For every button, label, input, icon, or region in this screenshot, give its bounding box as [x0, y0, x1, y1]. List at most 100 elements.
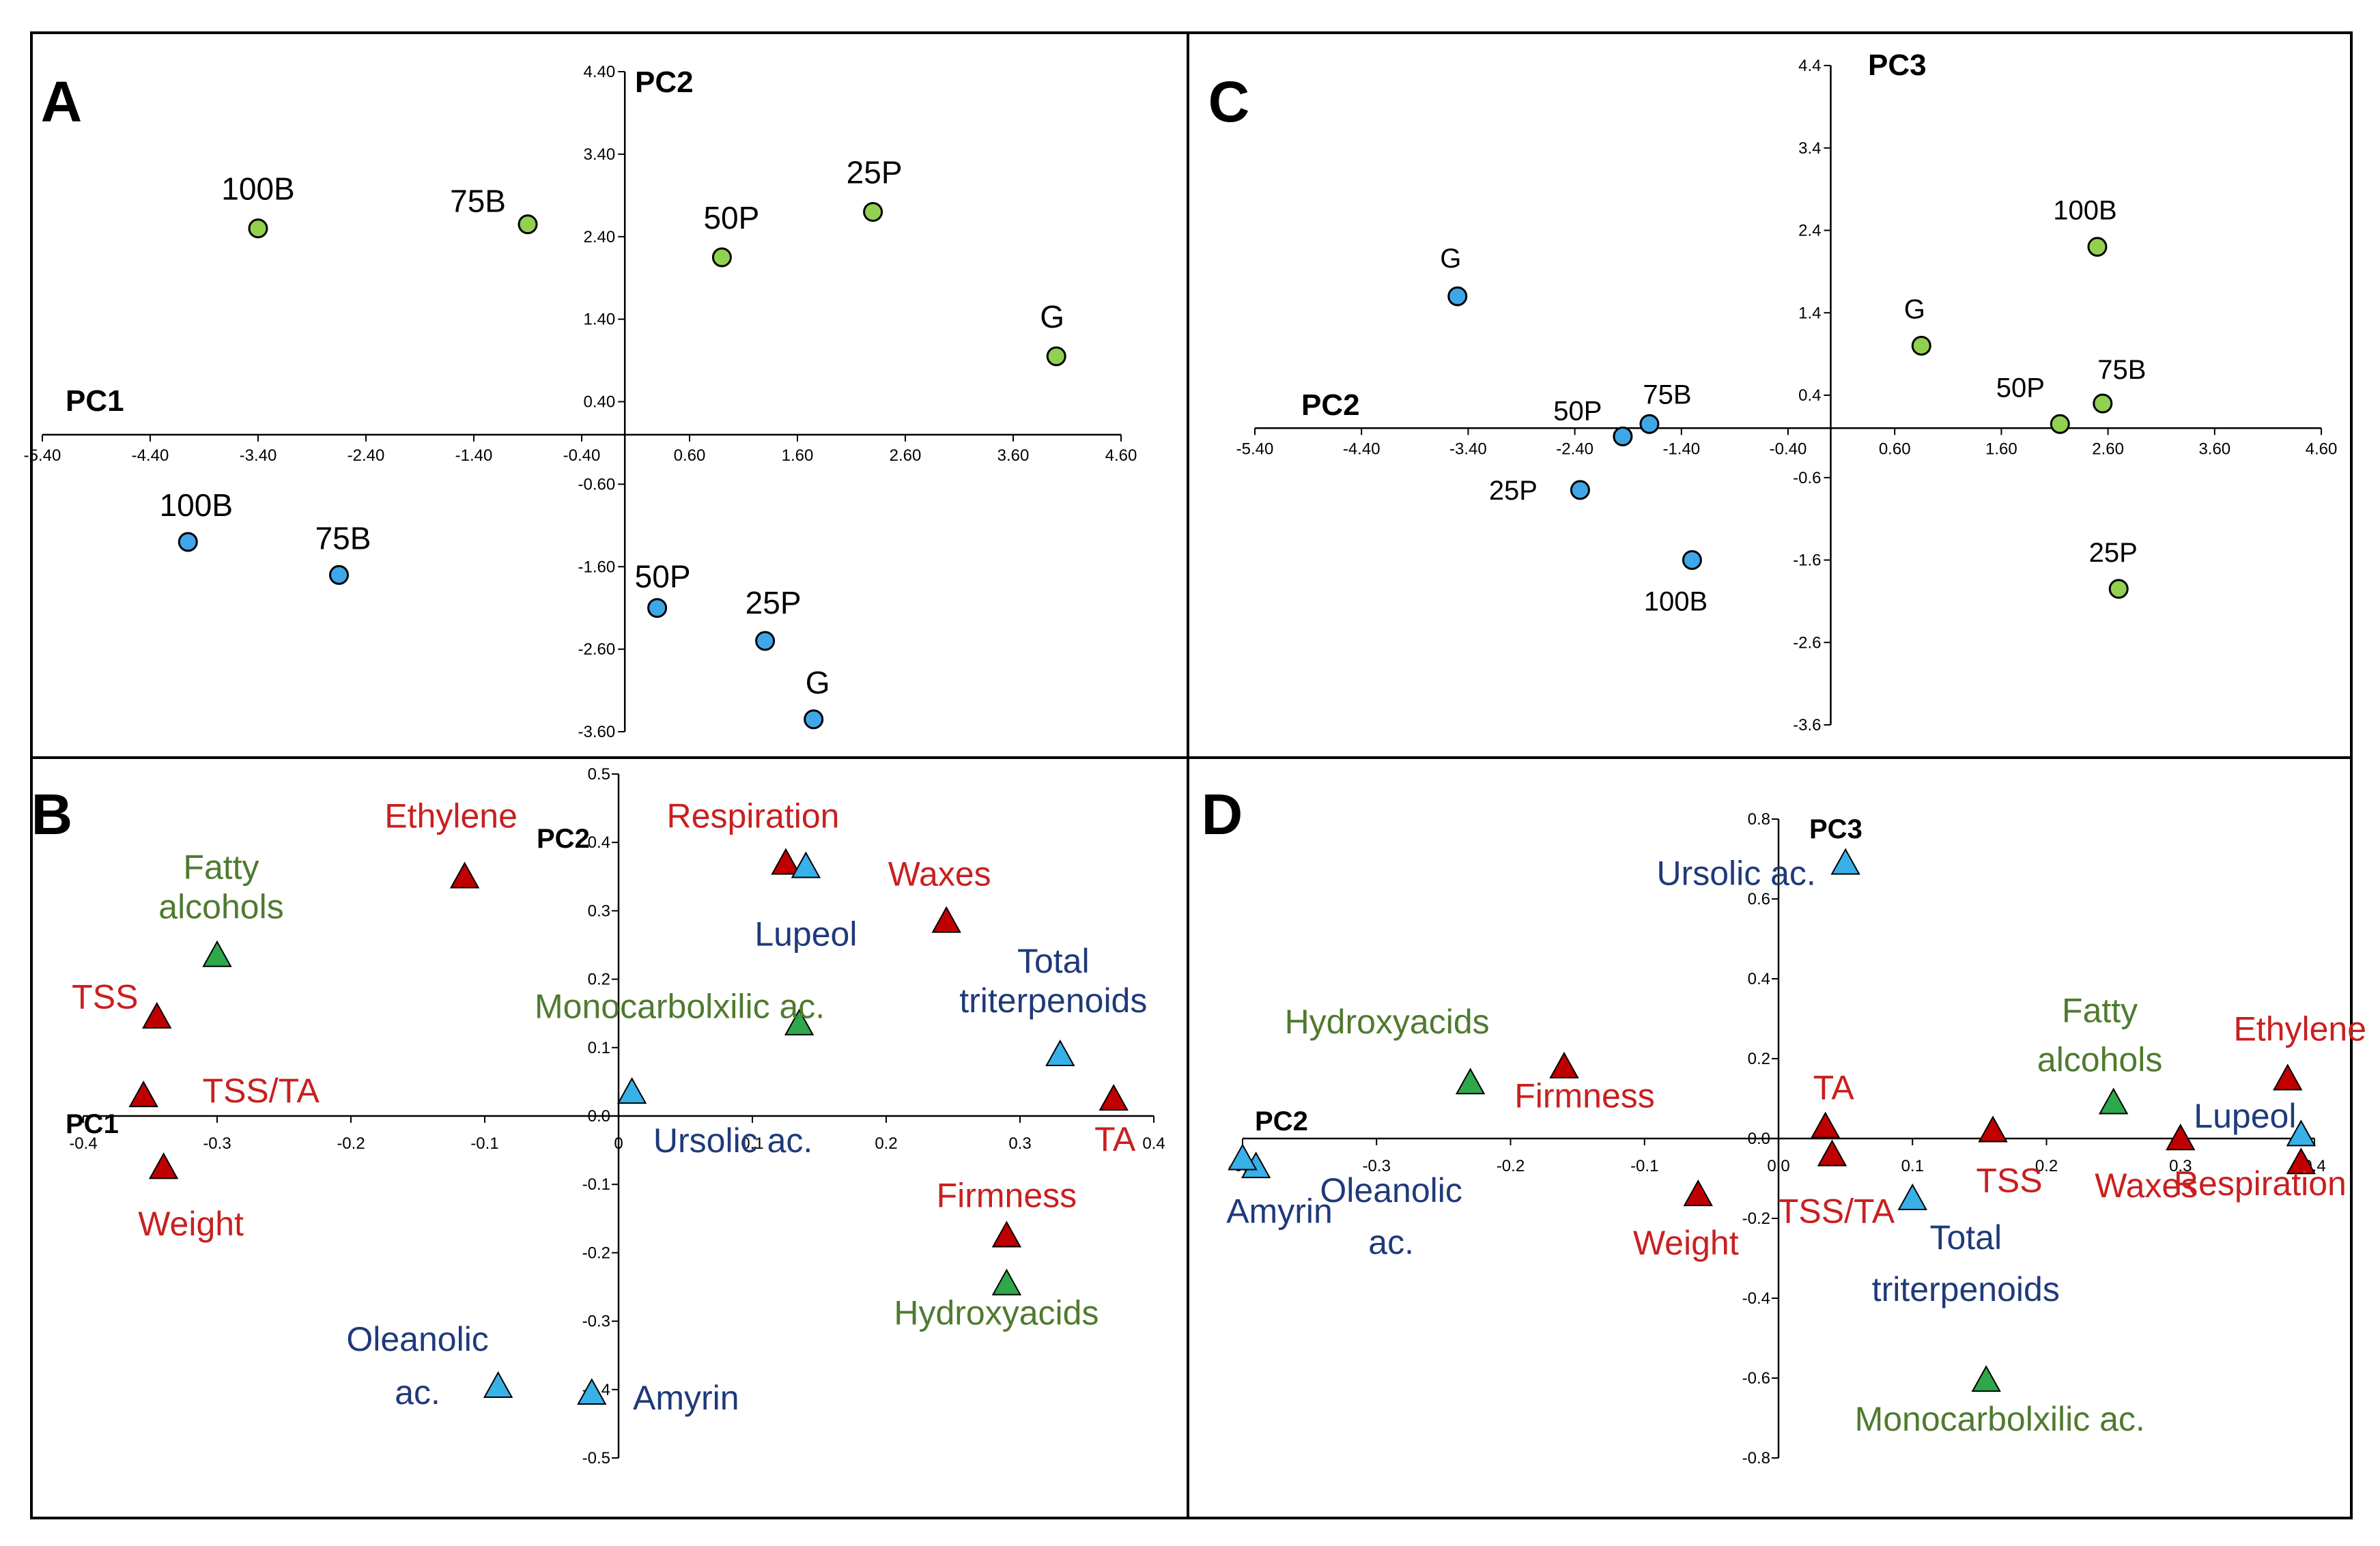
x-tick-label: -0.40: [1770, 440, 1807, 458]
data-label: Waxes: [2095, 1166, 2198, 1205]
data-label: 75B: [2097, 355, 2146, 385]
x-tick-label: 4.60: [2306, 440, 2338, 458]
data-point-blue: [804, 709, 824, 730]
data-marker-physiological: [1549, 1051, 1579, 1078]
data-marker-physiological: [142, 1001, 172, 1029]
y-tick-label: -0.2: [582, 1244, 610, 1262]
data-marker-physiological: [991, 1220, 1022, 1248]
y-tick-label: 1.40: [583, 311, 615, 329]
data-label-line: Total: [1017, 942, 1090, 980]
data-label: TSS: [72, 978, 138, 1016]
data-label: 25P: [1489, 476, 1538, 506]
y-tick-label: -3.6: [1793, 716, 1821, 734]
x-tick-label: -0.40: [563, 446, 601, 465]
data-label: 50P: [703, 200, 759, 235]
data-label: Fatty alcohols: [158, 848, 283, 926]
x-tick-label: 2.60: [890, 446, 922, 465]
x-tick-label: 0.1: [741, 1134, 763, 1153]
data-label: Waxes: [888, 855, 991, 893]
y-tick-label: 2.40: [583, 228, 615, 246]
data-label-line: triterpenoids: [1872, 1270, 2060, 1308]
data-point-green: [863, 201, 883, 222]
data-label: Firmness: [1514, 1077, 1655, 1115]
data-marker-triterpenoids: [483, 1371, 513, 1398]
data-marker-triterpenoids: [1045, 1039, 1075, 1067]
y-tick-label: -0.60: [578, 475, 615, 493]
data-point-green: [1911, 336, 1931, 356]
data-label: Fatty alcohols: [2037, 991, 2162, 1078]
y-tick-label: 0.4: [1748, 970, 1770, 988]
data-label-line: alcohols: [158, 888, 283, 926]
panel-letter-D: D: [1202, 782, 1243, 846]
x-tick-label: 2.60: [2092, 440, 2124, 458]
data-label: Amyrin: [1226, 1192, 1333, 1230]
x-tick-label: 0.60: [674, 446, 706, 465]
y-tick-label: 1.4: [1798, 304, 1821, 322]
data-marker-aliphatic: [2098, 1087, 2129, 1115]
x-axis-label: PC1: [66, 384, 124, 418]
x-axis-label: PC2: [1301, 388, 1360, 422]
data-label: Monocarbolxilic ac.: [1855, 1400, 2145, 1438]
data-label: 100B: [1644, 587, 1708, 617]
data-point-green: [1046, 346, 1066, 367]
data-marker-physiological: [771, 848, 801, 875]
panel-C: C -5.40 -4.40 -3.40 -2.40 -1.40 -0.40 0.60 1.60 2…: [1208, 48, 2338, 734]
data-point-blue: [1639, 414, 1660, 434]
y-tick-label: 0.5: [588, 765, 610, 784]
y-tick-label: 0.2: [1748, 1050, 1770, 1068]
figure-frame: [30, 31, 2353, 1519]
data-point-blue: [755, 631, 776, 651]
y-tick-label: -0.6: [1793, 469, 1821, 487]
x-tick-label: -2.40: [348, 446, 385, 465]
x-tick-label: -0.2: [337, 1134, 365, 1153]
y-tick-label: 3.40: [583, 145, 615, 164]
x-tick-label: -3.40: [1449, 440, 1487, 458]
data-point-green: [2093, 393, 2113, 414]
data-marker-triterpenoids: [577, 1377, 607, 1405]
x-tick-label: -0.1: [1630, 1157, 1658, 1175]
data-point-blue: [1613, 426, 1633, 446]
data-point-blue: [1570, 480, 1590, 500]
y-axis-label: PC2: [537, 824, 590, 854]
x-tick-label: 0.0: [1767, 1157, 1789, 1175]
y-tick-label: 0.40: [583, 393, 615, 412]
x-tick-label: -1.40: [455, 446, 493, 465]
data-label-line: Fatty: [2062, 991, 2138, 1029]
data-point-blue: [1447, 286, 1468, 306]
data-label: G: [1440, 244, 1461, 274]
data-label: 50P: [1996, 373, 2045, 403]
data-marker-physiological: [1978, 1115, 2008, 1143]
data-label: Ethylene: [2233, 1010, 2366, 1048]
data-label: 100B: [160, 487, 233, 523]
data-label: Oleanolic ac.: [346, 1320, 488, 1412]
data-label: 75B: [450, 184, 506, 219]
x-tick-label: -4.40: [132, 446, 169, 465]
x-tick-label: 0.3: [2169, 1157, 2192, 1175]
data-marker-aliphatic: [1455, 1068, 1486, 1095]
data-label: 100B: [2053, 196, 2116, 226]
y-tick-label: 0.0: [588, 1107, 610, 1126]
x-tick-label: -5.40: [1236, 440, 1274, 458]
data-marker-physiological: [2286, 1147, 2317, 1175]
data-marker-physiological: [449, 861, 480, 889]
data-label: Respiration: [2174, 1164, 2347, 1203]
x-tick-label: 0.2: [2035, 1157, 2058, 1175]
data-marker-triterpenoids: [1228, 1143, 1258, 1171]
panel-letter-A: A: [41, 70, 83, 134]
panel-letter-C: C: [1208, 70, 1250, 134]
data-label: TSS: [1976, 1161, 2042, 1199]
x-tick-label: 1.60: [1985, 440, 2017, 458]
y-tick-label: 0.3: [588, 902, 610, 920]
y-tick-label: -0.6: [1742, 1369, 1770, 1388]
data-marker-triterpenoids: [2286, 1119, 2317, 1147]
data-point-green: [248, 218, 268, 239]
y-tick-label: 0.1: [588, 1039, 610, 1057]
y-tick-label: -3.60: [578, 723, 615, 741]
outer-border: [30, 31, 2353, 1519]
data-label: Total triterpenoids: [1872, 1218, 2060, 1308]
data-marker-aliphatic: [1971, 1365, 2001, 1392]
data-marker-aliphatic: [784, 1008, 814, 1035]
x-axis-label: PC1: [66, 1109, 119, 1139]
data-label: 75B: [315, 520, 371, 556]
